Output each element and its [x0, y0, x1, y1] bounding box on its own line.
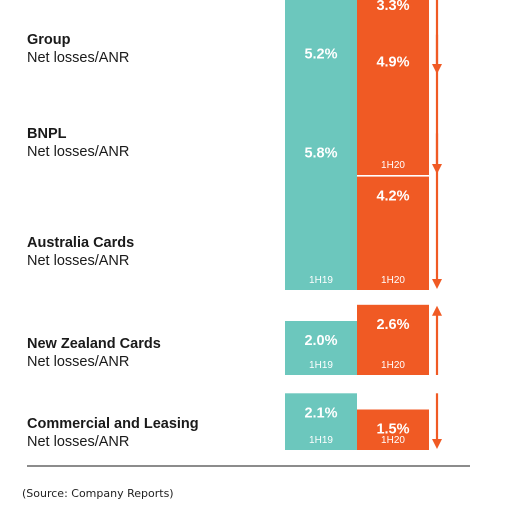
- segment-metric-australia-cards: Net losses/ANR: [27, 253, 130, 269]
- bar-bnpl-1h20: [357, 42, 429, 176]
- period-label-australia-cards-1h20: 1H20: [381, 275, 405, 286]
- period-label-commercial-and-leasing-1h19: 1H19: [309, 435, 333, 446]
- period-label-new-zealand-cards-1h20: 1H20: [381, 360, 405, 371]
- segment-title-group: Group: [27, 32, 71, 48]
- arrow-down-icon: [432, 439, 442, 449]
- data-label-new-zealand-cards-1h19: 2.0%: [304, 333, 337, 349]
- segment-title-new-zealand-cards: New Zealand Cards: [27, 336, 161, 352]
- data-label-group-1h19: 3.7%: [304, 0, 337, 3]
- source-note: (Source: Company Reports): [22, 487, 174, 500]
- segment-metric-bnpl: Net losses/ANR: [27, 144, 130, 160]
- bar-australia-cards-1h19: [285, 133, 357, 290]
- data-label-new-zealand-cards-1h20: 2.6%: [376, 317, 409, 333]
- arrow-down-icon: [432, 279, 442, 289]
- period-label-commercial-and-leasing-1h20: 1H20: [381, 435, 405, 446]
- bar-australia-cards-1h20: [357, 176, 429, 290]
- data-label-group-1h20: 3.3%: [376, 0, 409, 14]
- segment-title-bnpl: BNPL: [27, 126, 67, 142]
- data-label-commercial-and-leasing-1h20: 1.5%: [376, 422, 409, 438]
- data-label-australia-cards-1h20: 4.2%: [376, 189, 409, 205]
- bar-commercial-and-leasing-1h20: [357, 409, 429, 450]
- bar-new-zealand-cards-1h20: [357, 304, 429, 375]
- bar-new-zealand-cards-1h19: [285, 321, 357, 375]
- data-label-australia-cards-1h19: 5.8%: [304, 145, 337, 161]
- bar-commercial-and-leasing-1h19: [285, 393, 357, 450]
- data-label-bnpl-1h19: 5.2%: [304, 47, 337, 63]
- period-label-bnpl-1h20: 1H20: [381, 160, 405, 171]
- segment-title-commercial-and-leasing: Commercial and Leasing: [27, 416, 199, 432]
- segment-metric-new-zealand-cards: Net losses/ANR: [27, 354, 130, 370]
- period-label-new-zealand-cards-1h19: 1H19: [309, 360, 333, 371]
- segment-title-australia-cards: Australia Cards: [27, 235, 135, 251]
- period-label-australia-cards-1h19: 1H19: [309, 275, 333, 286]
- data-label-bnpl-1h20: 4.9%: [376, 55, 409, 71]
- segment-metric-commercial-and-leasing: Net losses/ANR: [27, 434, 130, 450]
- arrow-up-icon: [432, 305, 442, 316]
- segment-metric-group: Net losses/ANR: [27, 50, 130, 66]
- data-label-commercial-and-leasing-1h19: 2.1%: [304, 405, 337, 421]
